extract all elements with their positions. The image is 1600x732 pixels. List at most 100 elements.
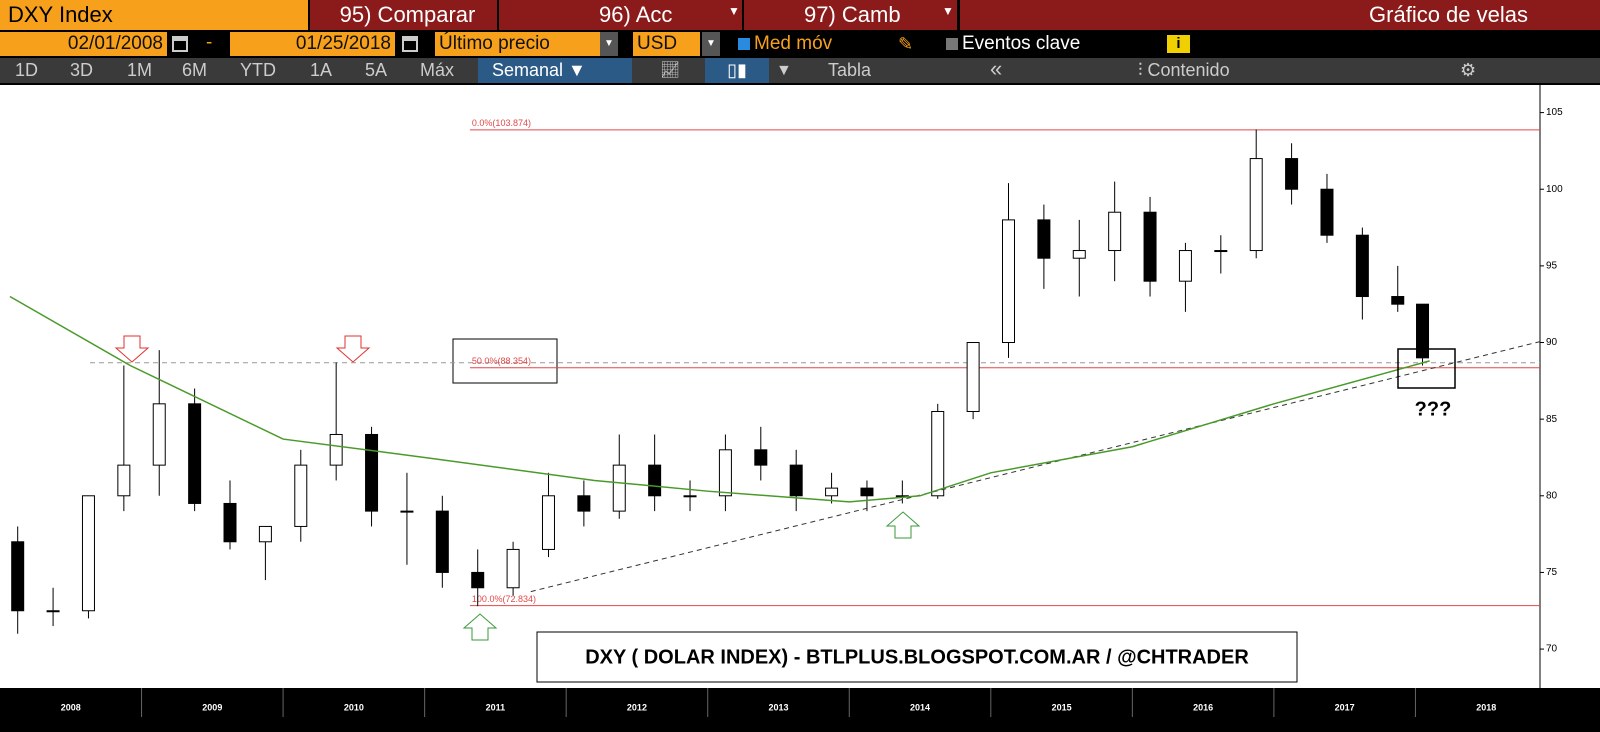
y-tick-label: 105 (1546, 107, 1563, 118)
frequency-dropdown[interactable]: Semanal ▼ (478, 58, 632, 83)
candle-body (152, 403, 166, 466)
candle-body (1108, 211, 1122, 252)
candle-body (1416, 303, 1430, 359)
candle-body (117, 464, 131, 497)
candle-body (1178, 250, 1192, 282)
period-tab[interactable]: 1M (127, 60, 153, 80)
candle-body (223, 502, 237, 543)
y-tick-label: 80 (1546, 490, 1558, 501)
annotation: DXY ( DOLAR INDEX) - BTLPLUS.BLOGSPOT.CO… (585, 646, 1249, 668)
contents-label: Contenido (1147, 60, 1230, 80)
calendar-icon[interactable] (402, 36, 418, 52)
x-axis-bar (0, 688, 1600, 732)
period-tab[interactable]: 5A (365, 60, 388, 80)
x-tick-label: 2010 (344, 702, 364, 712)
up-arrow (462, 613, 498, 641)
calendar-icon[interactable] (172, 36, 188, 52)
fib-label: 50.0%(88.354) (472, 356, 531, 366)
chart: 70 75 80 85 90 95 100 105 0.0%(103.874) 50.0%(88.… (0, 85, 1600, 732)
down-arrow (114, 335, 150, 363)
candle-body (435, 510, 449, 573)
candle-body (825, 487, 839, 497)
period-tab[interactable]: 1D (15, 60, 39, 80)
start-date[interactable]: 02/01/2008 (0, 32, 167, 56)
end-date[interactable]: 01/25/2018 (230, 32, 395, 56)
candle-body (329, 433, 343, 466)
candle-body (1037, 219, 1051, 259)
candle-body (577, 495, 591, 512)
down-arrow (335, 335, 371, 363)
x-tick-label: 2016 (1193, 702, 1213, 712)
info-button[interactable]: i (1167, 35, 1190, 53)
moving-average-toggle[interactable]: Med móv (754, 33, 833, 54)
dropdown-arrow[interactable]: ▼ (600, 32, 618, 56)
actions-button[interactable]: 96) Acc (499, 0, 742, 30)
tab-bar (0, 58, 1600, 83)
line-chart-icon[interactable]: 📈︎ (660, 62, 681, 79)
candle-body (683, 495, 697, 498)
candle-body (541, 495, 555, 550)
up-arrow (885, 511, 921, 539)
fib-label: 0.0%(103.874) (472, 118, 531, 128)
contents-button[interactable]: ⫶ Contenido (1138, 60, 1230, 80)
currency-field[interactable]: USD (633, 32, 700, 56)
candle-body (81, 495, 95, 612)
period-tab[interactable]: YTD (240, 60, 276, 80)
period-tab[interactable]: 1A (310, 60, 333, 80)
trendline (530, 341, 1541, 593)
x-tick-label: 2008 (61, 702, 81, 712)
checkbox[interactable] (738, 38, 750, 50)
y-tick-label: 90 (1546, 337, 1558, 348)
checkbox[interactable] (946, 38, 958, 50)
candle-body (400, 510, 414, 513)
table-button[interactable]: Tabla (828, 60, 872, 80)
dropdown-arrow[interactable]: ▼ (776, 62, 792, 79)
settings-icon[interactable]: ⚙ (1460, 60, 1477, 80)
highlight-box (1397, 348, 1456, 389)
fib-label: 100.0%(72.834) (472, 594, 536, 604)
change-button[interactable]: 97) Camb (744, 0, 957, 30)
candle-chart-icon[interactable]: ▯▮ (705, 58, 769, 83)
back-button[interactable]: « (990, 56, 1003, 81)
candle-body (1249, 158, 1263, 252)
period-tab[interactable]: 6M (182, 60, 208, 80)
candle-body (1320, 188, 1334, 236)
y-tick-label: 100 (1546, 184, 1563, 195)
candle-body (1355, 234, 1369, 298)
compare-button[interactable]: 95) Comparar (310, 0, 497, 30)
dropdown-arrow: ▼ (728, 4, 740, 18)
candle-body (648, 464, 662, 497)
security-field[interactable]: DXY Index (0, 0, 308, 30)
annotation-box (536, 631, 1298, 683)
pencil-icon[interactable]: ✎ (898, 34, 914, 54)
period-tab[interactable]: Máx (420, 60, 455, 80)
price-field[interactable]: Último precio (435, 32, 600, 56)
dropdown-arrow[interactable]: ▼ (702, 32, 720, 56)
candle-body (1143, 211, 1157, 282)
candle-body (1214, 250, 1228, 253)
date-separator: - (206, 32, 213, 53)
x-tick-label: 2009 (202, 702, 222, 712)
candle-body (931, 410, 945, 497)
candle-body (11, 541, 25, 612)
key-events-toggle[interactable]: Eventos clave (962, 33, 1081, 54)
candle-body (1002, 219, 1016, 344)
x-tick-label: 2011 (486, 702, 506, 712)
x-tick-label: 2017 (1335, 702, 1355, 712)
candle-body (1391, 296, 1405, 305)
moving-average (9, 295, 1430, 503)
x-tick-label: 2018 (1476, 702, 1496, 712)
question-marks: ??? (1415, 398, 1452, 420)
chart-type-title: Gráfico de velas (960, 0, 1600, 30)
period-tab[interactable]: 3D (70, 60, 94, 80)
y-tick-label: 75 (1546, 567, 1558, 578)
candle-body (1285, 158, 1299, 190)
highlight-box (452, 338, 558, 384)
candle-body (789, 464, 803, 497)
candle-body (718, 449, 732, 497)
candle-body (46, 610, 60, 613)
x-tick-label: 2015 (1052, 702, 1072, 712)
x-tick-label: 2013 (768, 702, 788, 712)
candle-body (258, 525, 272, 543)
